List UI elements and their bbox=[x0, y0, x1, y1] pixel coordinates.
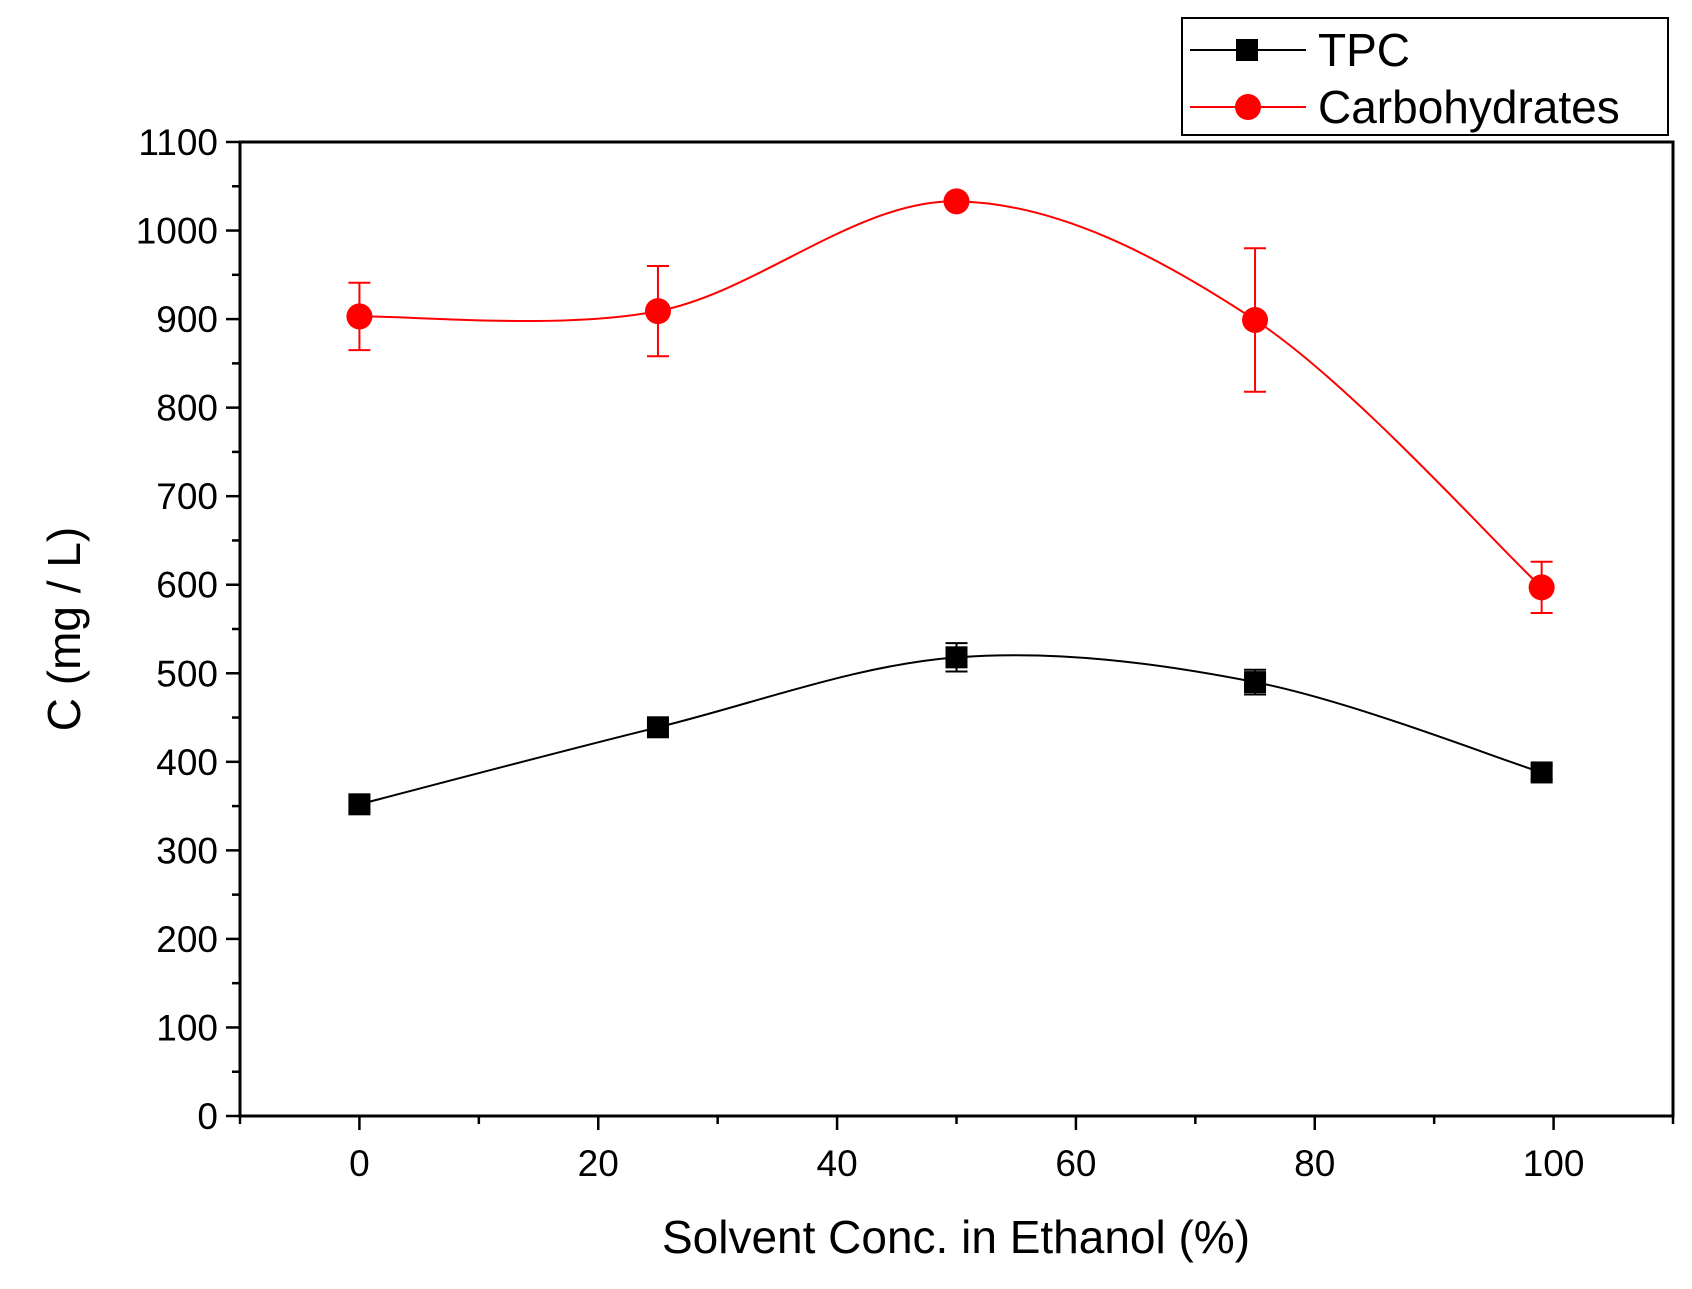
x-tick-label: 60 bbox=[1055, 1143, 1096, 1184]
x-tick-label: 0 bbox=[349, 1143, 370, 1184]
tpc-point bbox=[945, 646, 968, 669]
tpc-point bbox=[1530, 761, 1553, 784]
y-tick-label: 400 bbox=[156, 742, 218, 783]
carbohydrates-point bbox=[1242, 306, 1269, 333]
legend-marker-carbohydrates bbox=[1235, 94, 1261, 120]
y-tick-label: 1100 bbox=[138, 122, 218, 163]
x-tick-label: 40 bbox=[817, 1143, 858, 1184]
carbohydrates-line bbox=[359, 200, 1543, 589]
y-tick-label: 300 bbox=[156, 830, 218, 871]
legend-box bbox=[1181, 17, 1669, 136]
plot-frame bbox=[238, 140, 1675, 1118]
y-tick-label: 100 bbox=[156, 1007, 218, 1048]
carbohydrates-point bbox=[644, 298, 671, 325]
y-tick-label: 700 bbox=[156, 476, 218, 517]
legend-label-carbohydrates: Carbohydrates bbox=[1318, 81, 1620, 133]
y-tick-label: 0 bbox=[197, 1096, 218, 1137]
carbohydrates-point bbox=[943, 188, 970, 215]
y-tick-label: 1000 bbox=[136, 211, 218, 252]
series-layer bbox=[346, 188, 1555, 816]
y-tick-label: 500 bbox=[156, 653, 218, 694]
y-tick-label: 900 bbox=[156, 299, 218, 340]
legend-marker-tpc bbox=[1236, 39, 1258, 61]
carbohydrates-point bbox=[346, 303, 373, 330]
x-tick-label: 20 bbox=[578, 1143, 619, 1184]
x-tick-label: 100 bbox=[1523, 1143, 1585, 1184]
x-tick-label: 80 bbox=[1294, 1143, 1335, 1184]
x-axis-title: Solvent Conc. in Ethanol (%) bbox=[662, 1211, 1250, 1263]
y-tick-label: 600 bbox=[156, 565, 218, 606]
legend-label-tpc: TPC bbox=[1318, 24, 1410, 76]
tpc-point bbox=[348, 793, 371, 816]
y-axis-title: C (mg / L) bbox=[38, 527, 90, 731]
carbohydrates-point bbox=[1528, 574, 1555, 601]
tpc-point bbox=[1244, 671, 1267, 694]
tpc-line bbox=[359, 654, 1542, 806]
y-tick-label: 200 bbox=[156, 919, 218, 960]
y-tick-label: 800 bbox=[156, 388, 218, 429]
tpc-point bbox=[646, 716, 669, 739]
axis-ticks: 0 100 200 300 400 500 600 700 800 900 1000 1100 0 20 4… bbox=[136, 122, 1675, 1184]
